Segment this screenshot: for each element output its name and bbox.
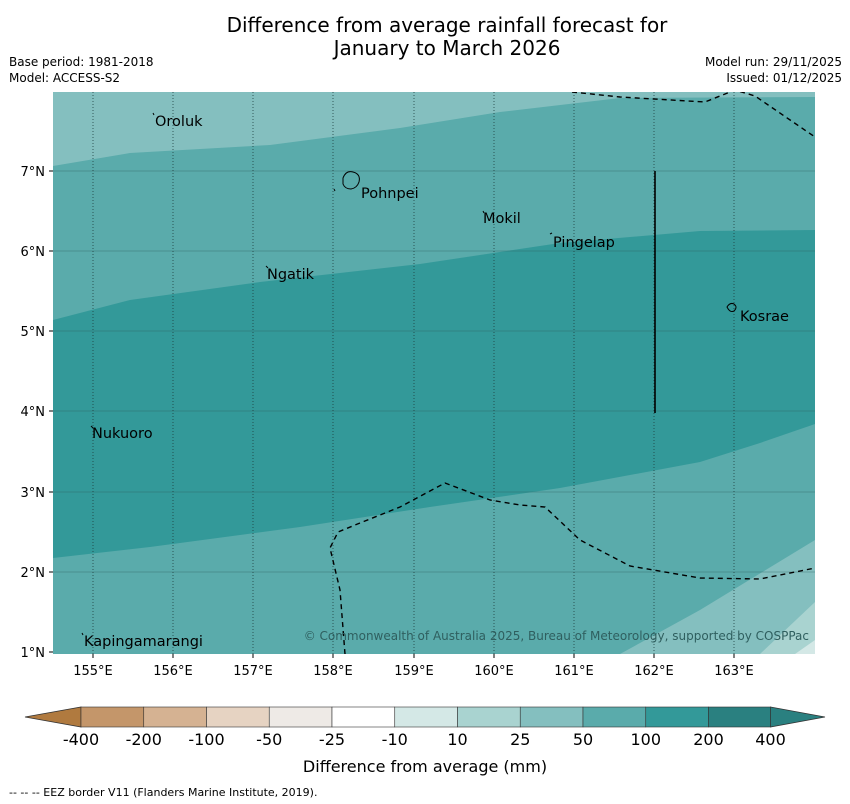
x-tick-161e: 161°E xyxy=(554,664,594,679)
latitude-gridlines xyxy=(53,170,815,573)
colorbar-swatch xyxy=(80,706,145,728)
map-title: Difference from average rainfall forecas… xyxy=(0,14,850,60)
x-tick-155e: 155°E xyxy=(73,664,113,679)
label-kosrae: Kosrae xyxy=(740,309,789,325)
title-line-2: January to March 2026 xyxy=(333,36,561,60)
colorbar-swatch xyxy=(143,706,207,728)
title-line-1: Difference from average rainfall forecas… xyxy=(226,13,668,37)
colorbar-tick: 200 xyxy=(693,730,724,749)
axis-tick-marks xyxy=(49,170,735,658)
colorbar: -400 -200 -100 -50 -25 -10 10 25 50 100 … xyxy=(24,706,826,776)
band-25-50 xyxy=(760,602,815,654)
colorbar-swatch xyxy=(268,706,333,728)
y-tick-3n: 3°N xyxy=(21,486,46,501)
model-name: Model: ACCESS-S2 xyxy=(9,71,121,85)
y-axis-labels: 7°N 6°N 5°N 4°N 3°N 2°N 1°N xyxy=(21,165,46,661)
colorbar-tick: -50 xyxy=(256,730,282,749)
colorbar-swatch xyxy=(708,706,771,728)
y-tick-1n: 1°N xyxy=(21,646,46,661)
island-kapingamarangi xyxy=(81,632,84,636)
colorbar-swatch xyxy=(457,706,521,728)
colorbar-tick: 25 xyxy=(510,730,530,749)
colorbar-tick: 400 xyxy=(755,730,786,749)
x-tick-157e: 157°E xyxy=(233,664,273,679)
x-tick-156e: 156°E xyxy=(153,664,193,679)
y-tick-5n: 5°N xyxy=(21,325,46,340)
map-plot-area: Oroluk Pohnpei Mokil Pingelap Ngatik Kos… xyxy=(53,92,815,654)
eez-legend-note: -- -- -- EEZ border V11 (Flanders Marine… xyxy=(9,786,318,799)
colorbar-swatch xyxy=(394,706,458,728)
issued-date: Issued: 01/12/2025 xyxy=(726,71,842,85)
y-tick-6n: 6°N xyxy=(21,245,46,260)
island-pingelap xyxy=(549,232,553,235)
model-run-date: Model run: 29/11/2025 xyxy=(704,55,842,69)
meta-right: Model run: 29/11/2025 Issued: 01/12/2025 xyxy=(705,54,842,86)
label-pingelap: Pingelap xyxy=(553,235,615,251)
colorbar-swatch xyxy=(206,706,270,728)
y-tick-4n: 4°N xyxy=(21,405,46,420)
x-tick-158e: 158°E xyxy=(313,664,353,679)
x-tick-160e: 160°E xyxy=(474,664,514,679)
island-mokil xyxy=(482,210,485,214)
y-tick-7n: 7°N xyxy=(21,165,46,180)
colorbar-swatch xyxy=(331,706,396,728)
band-200-400 xyxy=(53,230,815,558)
island-pohnpei xyxy=(342,171,360,190)
label-oroluk: Oroluk xyxy=(155,114,203,130)
colorbar-swatch xyxy=(645,706,709,728)
colorbar-swatch xyxy=(519,706,584,728)
x-axis-labels: 155°E 156°E 157°E 158°E 159°E 160°E 161°… xyxy=(73,664,754,679)
colorbar-tick: -10 xyxy=(382,730,408,749)
colorbar-tick: 100 xyxy=(630,730,661,749)
colorbar-swatch xyxy=(582,706,647,728)
label-pohnpei: Pohnpei xyxy=(361,186,419,202)
eez-border-lines xyxy=(329,92,815,654)
label-mokil: Mokil xyxy=(483,211,521,227)
colorbar-arrow-left xyxy=(24,706,82,728)
island-nukuoro xyxy=(90,425,94,429)
colorbar-tick: 50 xyxy=(573,730,593,749)
colorbar-tick: -400 xyxy=(63,730,99,749)
x-tick-162e: 162°E xyxy=(634,664,674,679)
colorbar-tick: -25 xyxy=(319,730,345,749)
colorbar-tick: -200 xyxy=(126,730,162,749)
band-10-25 xyxy=(795,640,815,654)
colorbar-title: Difference from average (mm) xyxy=(303,757,547,776)
base-period: Base period: 1981-2018 xyxy=(9,55,154,69)
band-50-100-lower xyxy=(620,540,815,654)
y-tick-2n: 2°N xyxy=(21,566,46,581)
colorbar-tick-labels: -400 -200 -100 -50 -25 -10 10 25 50 100 … xyxy=(63,730,786,749)
x-tick-159e: 159°E xyxy=(394,664,434,679)
copyright-text: © Commonwealth of Australia 2025, Bureau… xyxy=(304,629,809,643)
colorbar-tick: 10 xyxy=(447,730,467,749)
island-kosrae xyxy=(726,302,737,312)
label-nukuoro: Nukuoro xyxy=(92,426,153,442)
longitude-gridlines xyxy=(92,92,735,654)
island-outlines xyxy=(81,112,737,636)
label-ngatik: Ngatik xyxy=(267,267,315,283)
colorbar-arrow-right xyxy=(770,706,826,728)
meta-left: Base period: 1981-2018 Model: ACCESS-S2 xyxy=(9,54,154,86)
x-tick-163e: 163°E xyxy=(714,664,754,679)
island-ant xyxy=(333,188,336,192)
label-kapingamarangi: Kapingamarangi xyxy=(84,634,203,650)
eez-border-north xyxy=(571,92,815,138)
island-oroluk xyxy=(152,112,155,116)
colorbar-tick: -100 xyxy=(188,730,224,749)
island-ngatik xyxy=(265,265,269,269)
eez-border-south xyxy=(329,482,815,654)
